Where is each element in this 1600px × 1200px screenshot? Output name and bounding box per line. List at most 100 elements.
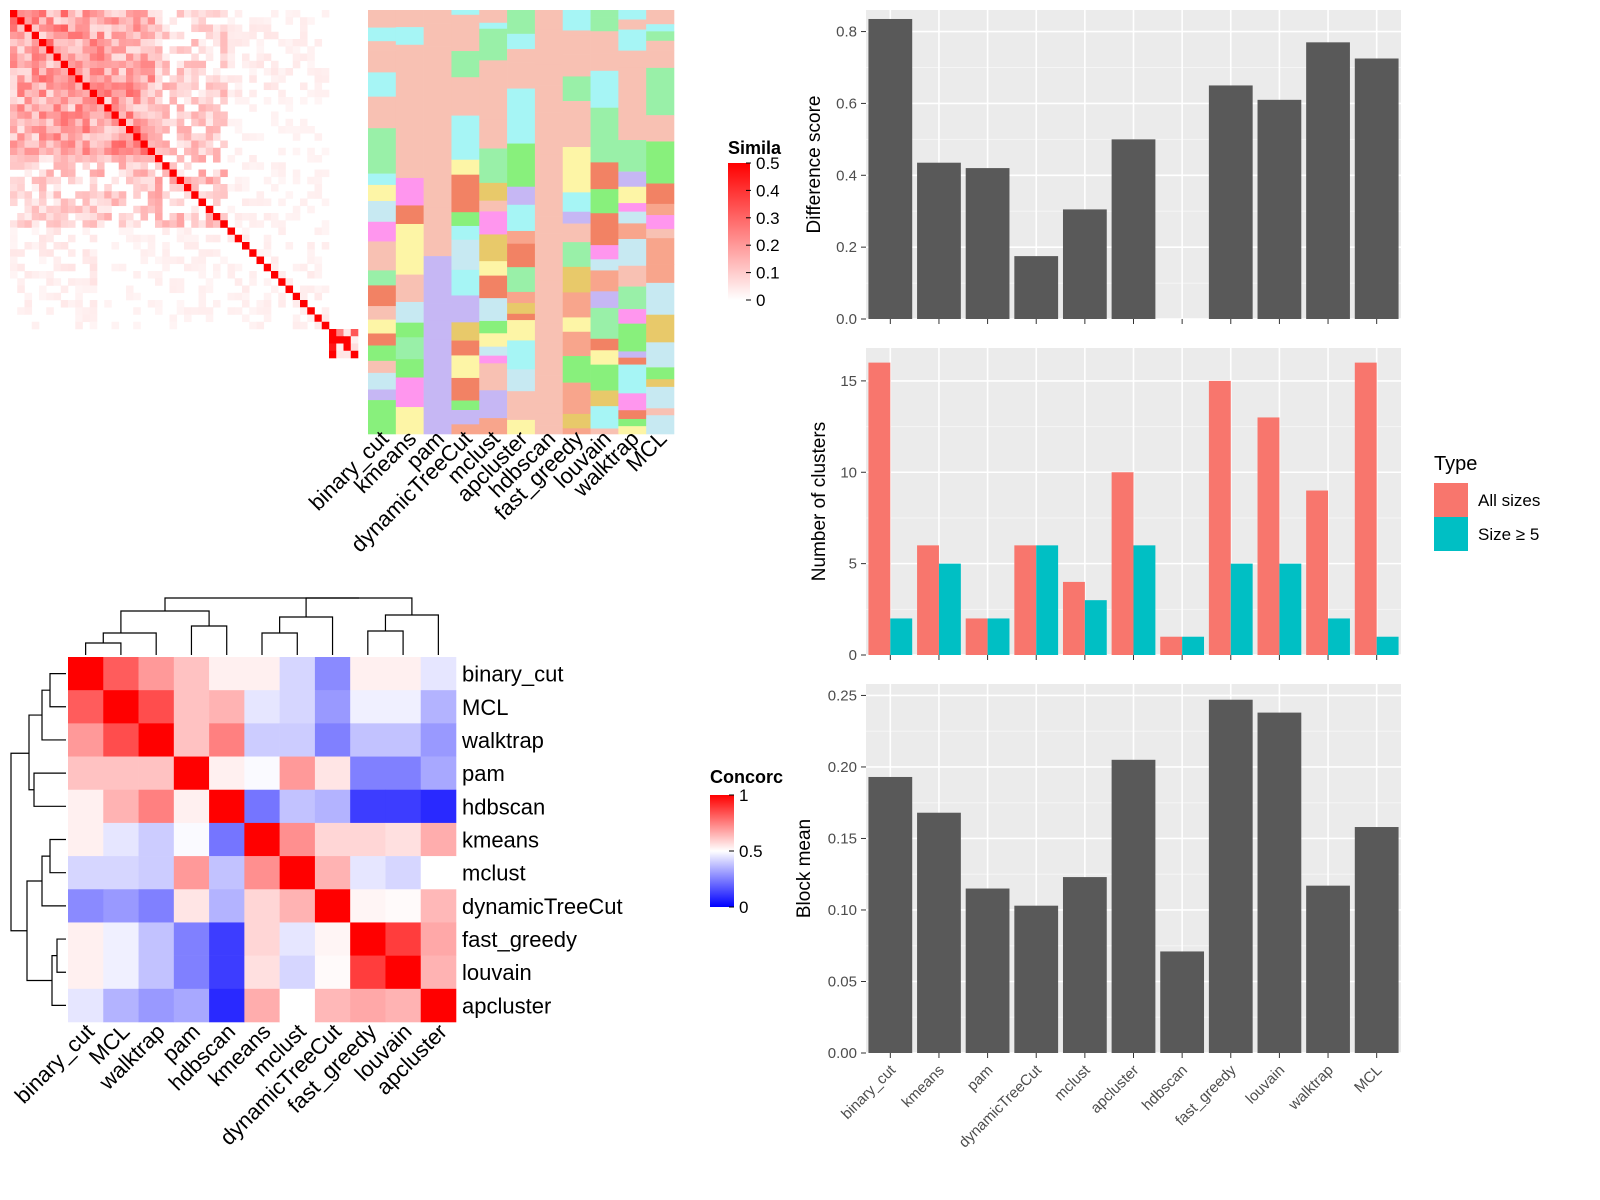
annotation-cell	[590, 70, 619, 108]
similarity-cell	[53, 10, 62, 18]
similarity-cell	[60, 198, 69, 207]
annotation-cell	[507, 340, 536, 370]
similarity-cell	[249, 271, 257, 279]
similarity-cell	[75, 68, 83, 76]
concordance-cell	[420, 955, 457, 990]
similarity-cell	[162, 220, 170, 228]
similarity-cell	[46, 31, 54, 40]
similarity-cell	[213, 147, 221, 156]
similarity-cell	[82, 198, 91, 207]
similarity-cell	[155, 104, 163, 112]
similarity-cell	[234, 97, 243, 105]
similarity-cell	[307, 53, 315, 62]
similarity-cell	[104, 184, 112, 192]
annotation-cell	[395, 377, 424, 396]
similarity-cell	[60, 300, 69, 308]
similarity-cell	[205, 147, 214, 156]
similarity-cell	[278, 75, 286, 83]
similarity-cell	[205, 82, 214, 91]
similarity-cell	[53, 220, 62, 228]
similarity-cell	[314, 314, 323, 323]
similarity-cell	[126, 234, 134, 243]
similarity-cell	[75, 10, 83, 18]
similarity-cell	[118, 60, 127, 69]
annotation-cell	[562, 317, 591, 333]
similarity-cell	[89, 82, 98, 91]
legend-title: Type	[1434, 453, 1477, 475]
concordance-cell	[385, 723, 422, 757]
similarity-cell	[198, 39, 207, 47]
similarity-cell	[126, 140, 134, 149]
similarity-cell	[321, 89, 330, 98]
similarity-cell	[68, 118, 76, 127]
similarity-cell	[46, 39, 54, 47]
concordance-cell	[138, 690, 175, 724]
row-label: walktrap	[461, 728, 544, 753]
similarity-cell	[46, 10, 54, 18]
annotation-cell	[562, 35, 591, 55]
similarity-cell	[53, 162, 62, 170]
similarity-cell	[314, 256, 323, 265]
concordance-cell	[209, 988, 245, 1023]
annotation-cell	[590, 350, 619, 365]
similarity-cell	[60, 147, 69, 156]
similarity-cell	[111, 82, 120, 91]
similarity-cell	[227, 39, 236, 47]
similarity-cell	[162, 31, 170, 40]
annotation-cell	[507, 369, 536, 392]
similarity-cell	[140, 75, 149, 83]
similarity-cell	[46, 205, 54, 214]
similarity-cell	[213, 68, 221, 76]
annotation-cell	[479, 40, 508, 61]
similarity-cell	[46, 169, 54, 178]
annotation-cell	[423, 46, 452, 64]
annotation-cell	[534, 413, 564, 426]
similarity-cell	[24, 118, 33, 127]
similarity-cell	[191, 10, 199, 18]
similarity-cell	[39, 205, 47, 214]
similarity-cell	[321, 307, 330, 315]
similarity-cell	[263, 31, 272, 40]
similarity-cell	[17, 263, 25, 272]
similarity-cell	[68, 169, 76, 178]
annotation-cell	[451, 269, 480, 282]
annotation-cell	[451, 377, 480, 401]
similarity-cell	[278, 97, 286, 105]
similarity-cell	[82, 118, 91, 127]
similarity-cell	[140, 118, 149, 127]
similarity-cell	[147, 176, 156, 185]
annotation-cell	[451, 174, 480, 204]
similarity-cell	[147, 140, 156, 149]
similarity-cell	[75, 307, 83, 315]
similarity-cell	[97, 10, 105, 18]
similarity-cell	[205, 213, 214, 221]
similarity-cell	[220, 169, 228, 178]
x-tick-label: walktrap	[1285, 1062, 1337, 1114]
similarity-cell	[176, 155, 185, 163]
y-tick-label: 0.10	[828, 902, 857, 919]
column-dendrogram-branch	[102, 632, 157, 655]
similarity-cell	[278, 278, 286, 286]
similarity-cell	[68, 82, 76, 91]
similarity-cell	[31, 97, 40, 105]
similarity-cell	[89, 191, 98, 199]
similarity-cell	[97, 133, 105, 141]
similarity-cell	[220, 97, 228, 105]
annotation-cell	[646, 367, 675, 380]
similarity-cell	[17, 75, 25, 83]
similarity-cell	[17, 60, 25, 69]
annotation-cell	[534, 233, 564, 253]
concordance-cell	[244, 690, 280, 724]
annotation-cell	[590, 31, 619, 54]
row-label: apcluster	[462, 993, 551, 1018]
similarity-cell	[314, 271, 323, 279]
similarity-cell	[126, 169, 134, 178]
annotation-cell	[534, 112, 564, 155]
similarity-cell	[162, 169, 170, 178]
similarity-cell	[60, 53, 69, 62]
similarity-cell	[220, 31, 228, 40]
similarity-cell	[10, 220, 18, 228]
similarity-cell	[111, 191, 120, 199]
similarity-cell	[118, 89, 127, 98]
similarity-cell	[68, 198, 76, 207]
